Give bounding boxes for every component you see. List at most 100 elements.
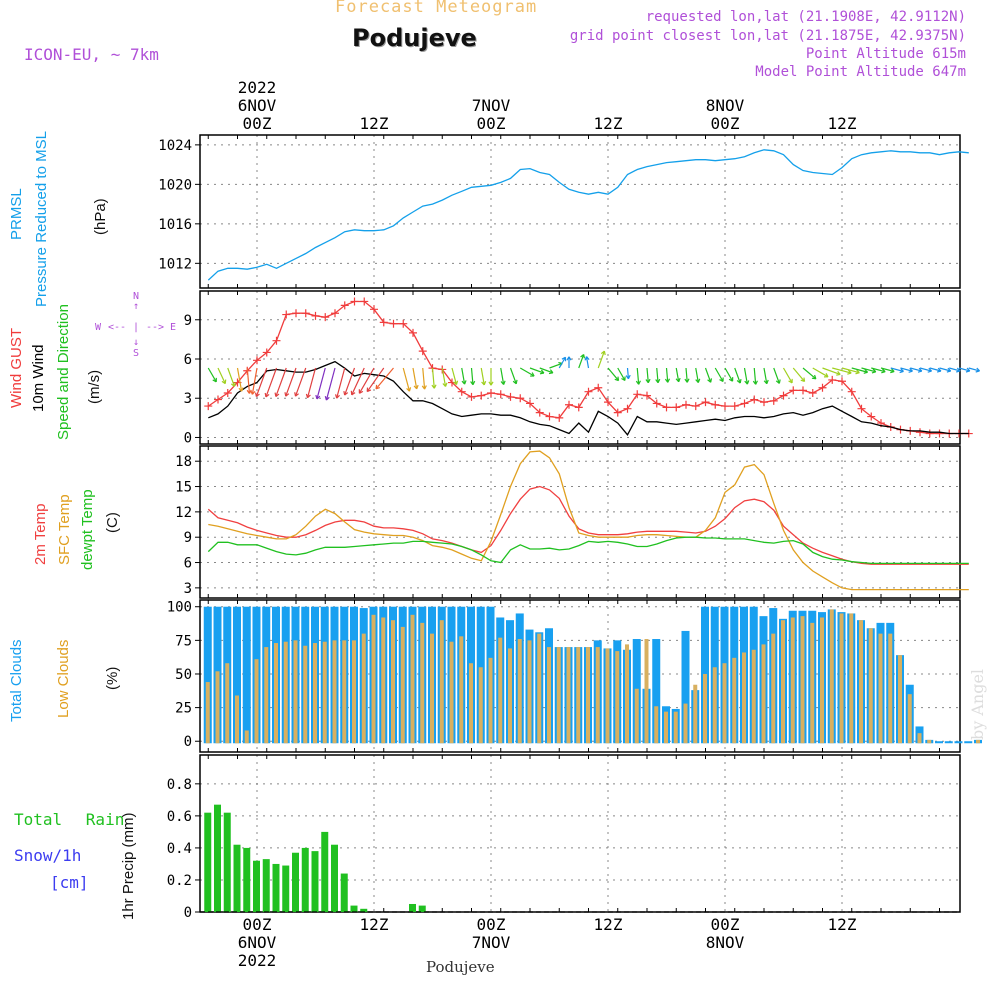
- low-cloud-bar: [693, 684, 698, 744]
- low-cloud-bar: [391, 620, 395, 744]
- wind-dir-arrowhead: [695, 378, 701, 383]
- wind-dir-arrow: [704, 367, 712, 383]
- wind-dir-arrow: [422, 367, 426, 390]
- wind-dir-arrow: [939, 367, 951, 372]
- top-time-label: 00Z: [477, 114, 506, 133]
- wind-dir-arrowhead: [975, 367, 980, 373]
- sfc-line: [208, 450, 969, 591]
- wind-dir-arrowhead: [890, 368, 895, 374]
- rain-bar: [409, 903, 416, 912]
- wind-dir-arrow: [802, 367, 817, 380]
- total-cloud-bar: [242, 606, 251, 744]
- gust-marker: [769, 396, 778, 405]
- wind-dir-arrowhead: [461, 380, 467, 385]
- low-cloud-bar: [322, 641, 327, 744]
- rain-bar: [350, 905, 358, 912]
- low-cloud-bar: [303, 645, 308, 744]
- wind-dir-arrowhead: [375, 384, 380, 390]
- rain-label: Total Rain: [14, 810, 125, 829]
- clouds-ytick-label: 75: [175, 633, 192, 649]
- low-cloud-bar: [790, 617, 795, 744]
- wind-dir-arrowhead: [675, 377, 681, 383]
- gust-marker: [818, 383, 827, 392]
- wind-dir-arrowhead: [684, 378, 690, 383]
- gust-marker: [292, 309, 300, 318]
- wind-dir-arrow: [441, 367, 447, 387]
- rain-bar: [233, 844, 241, 912]
- gust-marker: [594, 383, 603, 392]
- gust-marker: [253, 356, 261, 365]
- low-cloud-bar: [430, 633, 434, 744]
- wind-dir-arrowhead: [488, 381, 494, 386]
- wind-dir-arrowhead: [719, 377, 724, 383]
- snow-label: Snow/1h: [14, 846, 82, 865]
- pressure-ytick-label: 1012: [158, 256, 192, 272]
- wind-dir-arrowhead: [863, 368, 869, 374]
- low-cloud-bar: [664, 711, 668, 744]
- wind-dir-arrow: [251, 367, 258, 395]
- gust-marker: [613, 408, 622, 417]
- wind-panel: 0 3 6 9: [184, 290, 980, 446]
- gust-marker: [565, 400, 573, 409]
- wind-dir-arrow: [325, 367, 336, 401]
- low-cloud-bar: [615, 651, 620, 744]
- bottom-time-label: 12Z: [360, 915, 389, 934]
- wind-dir-arrow: [529, 367, 545, 374]
- rain-bar: [360, 908, 368, 912]
- gust-marker: [701, 398, 710, 407]
- wind-dir-arrow: [871, 367, 886, 373]
- wind-dir-arrowhead: [264, 392, 270, 398]
- gust-marker: [828, 375, 837, 384]
- t2m-line: [207, 485, 969, 565]
- wind-ytick-label: 6: [184, 352, 192, 368]
- low-cloud-bar: [400, 626, 405, 744]
- wind-dir-arrow: [207, 367, 217, 383]
- wind-dir-arrowhead: [655, 378, 661, 384]
- gust-marker: [838, 377, 846, 386]
- gust-marker: [662, 403, 671, 412]
- gust-marker: [857, 404, 866, 413]
- temp-ytick-label: 12: [175, 505, 192, 521]
- low-cloud-bar: [381, 617, 386, 744]
- low-cloud-bar: [556, 647, 561, 744]
- wind-dir-arrow: [822, 367, 841, 375]
- gust-marker: [916, 428, 924, 437]
- wind-dir-arrow: [351, 367, 365, 396]
- gust-marker: [789, 386, 798, 395]
- compass-w: W: [95, 322, 102, 333]
- wind-dir-arrowhead: [250, 390, 256, 395]
- snow-unit: [cm]: [50, 873, 89, 892]
- bottom-time-label: 7NOV: [472, 933, 511, 952]
- wind-dir-arrow: [665, 367, 669, 383]
- gust-marker: [808, 389, 817, 397]
- low-cloud-bar: [371, 614, 376, 744]
- wind-dir-arrowhead: [212, 377, 217, 383]
- wind-dir-arrow: [294, 367, 307, 397]
- precip-ytick-label: 0.2: [167, 873, 192, 889]
- clouds-frame: [199, 599, 961, 753]
- low-cloud-bar: [878, 633, 883, 744]
- precip-ytick-label: 0.6: [167, 809, 192, 825]
- low-cloud-bar: [810, 622, 815, 744]
- wind-dir-arrow: [792, 367, 806, 382]
- low-cloud-bar: [244, 730, 249, 744]
- rain-bar: [243, 847, 251, 912]
- pressure-line: [207, 149, 969, 281]
- gust-marker: [272, 336, 281, 345]
- wind-compass: N ↑ W <-- | --> E ↓ S: [95, 291, 176, 359]
- product-title: Forecast Meteogram: [335, 0, 538, 17]
- gust-marker: [545, 412, 554, 421]
- gust-marker: [321, 313, 330, 322]
- total-cloud-bar: [935, 741, 943, 744]
- temp-ytick-label: 15: [175, 480, 192, 496]
- wind-dir-arrowhead: [442, 382, 448, 387]
- wind-dir-arrow: [578, 354, 585, 369]
- dew-line: [207, 536, 969, 565]
- low-cloud-bar: [439, 620, 444, 744]
- low-cloud-bar: [907, 694, 912, 744]
- wind-dir-arrow: [880, 367, 895, 373]
- wind-dir-arrowhead: [315, 394, 321, 400]
- gust-marker: [262, 348, 271, 357]
- wind-dir-arrowhead: [664, 378, 671, 383]
- wind-dir-arrowhead: [635, 380, 641, 385]
